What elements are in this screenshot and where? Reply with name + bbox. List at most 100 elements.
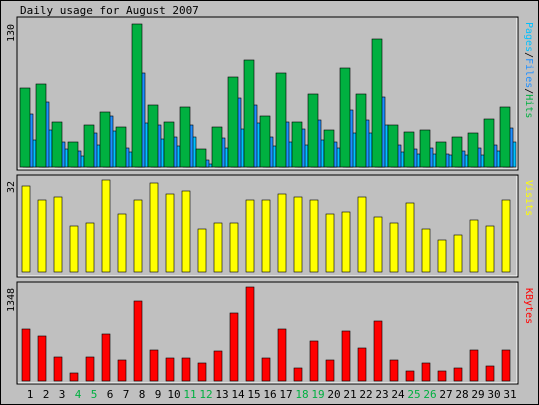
- bar-visits-visits-day-12: [197, 228, 207, 273]
- legend-sep-2: /: [523, 88, 534, 94]
- bar-hits-hits-day-5: [83, 124, 95, 168]
- hits-ymax-label: 130: [6, 24, 17, 42]
- kbytes-legend: KBytes: [523, 288, 534, 324]
- bar-kbytes-kbytes-day-21: [341, 330, 351, 382]
- bar-hits-hits-day-1: [19, 87, 31, 168]
- legend-hits: Hits: [523, 94, 534, 118]
- bar-visits-visits-day-23: [373, 216, 383, 273]
- bar-visits-visits-day-15: [245, 199, 255, 273]
- bar-hits-hits-day-7: [115, 126, 127, 168]
- bar-hits-hits-day-26: [419, 129, 431, 168]
- x-tick-label-day-12: 12: [199, 388, 212, 401]
- x-tick-label-day-13: 13: [215, 388, 228, 401]
- panel-hits: 130 Pages/Files/Hits: [6, 16, 534, 171]
- bar-kbytes-kbytes-day-15: [245, 286, 255, 382]
- bar-kbytes-kbytes-day-30: [485, 365, 495, 382]
- x-tick-label-day-25: 25: [407, 388, 420, 401]
- x-tick-label-day-15: 15: [247, 388, 260, 401]
- bar-kbytes-kbytes-day-20: [325, 359, 335, 382]
- bar-kbytes-kbytes-day-29: [469, 349, 479, 382]
- hits-legend: Pages/Files/Hits: [523, 22, 534, 118]
- bar-visits-visits-day-11: [181, 190, 191, 273]
- x-tick-label-day-19: 19: [311, 388, 324, 401]
- x-tick-label-day-9: 9: [155, 388, 162, 401]
- bar-visits-visits-day-29: [469, 219, 479, 273]
- bar-kbytes-kbytes-day-24: [389, 359, 399, 382]
- kbytes-bars: [21, 286, 511, 382]
- bar-kbytes-kbytes-day-1: [21, 328, 31, 382]
- bar-visits-visits-day-6: [101, 179, 111, 273]
- bar-visits-visits-day-16: [261, 199, 271, 273]
- bar-visits-visits-day-27: [437, 239, 447, 273]
- x-tick-label-day-7: 7: [123, 388, 130, 401]
- bar-kbytes-kbytes-day-4: [69, 372, 79, 382]
- bar-visits-visits-day-4: [69, 225, 79, 273]
- bar-kbytes-kbytes-day-27: [437, 370, 447, 382]
- bar-hits-hits-day-9: [147, 104, 159, 168]
- bar-visits-visits-day-1: [21, 185, 31, 273]
- bar-hits-hits-day-13: [211, 126, 223, 168]
- bar-kbytes-kbytes-day-6: [101, 333, 111, 382]
- bar-visits-visits-day-25: [405, 202, 415, 273]
- bar-visits-visits-day-5: [85, 222, 95, 273]
- x-tick-label-day-29: 29: [471, 388, 484, 401]
- x-tick-label-day-1: 1: [27, 388, 34, 401]
- x-tick-label-day-24: 24: [391, 388, 405, 401]
- bar-hits-hits-day-25: [403, 131, 415, 168]
- bar-visits-visits-day-8: [133, 199, 143, 273]
- panel-kbytes: 1348 KBytes: [6, 281, 534, 385]
- bar-hits-hits-day-28: [451, 136, 463, 168]
- bar-visits-visits-day-14: [229, 222, 239, 273]
- bar-kbytes-kbytes-day-7: [117, 359, 127, 382]
- bar-visits-visits-day-17: [277, 193, 287, 273]
- bar-kbytes-kbytes-day-13: [213, 350, 223, 382]
- bar-hits-hits-day-27: [435, 141, 447, 168]
- bar-visits-visits-day-2: [37, 199, 47, 273]
- bar-hits-hits-day-17: [275, 72, 287, 168]
- bar-visits-visits-day-20: [325, 213, 335, 273]
- bar-hits-hits-day-31: [499, 106, 511, 168]
- x-tick-label-day-2: 2: [43, 388, 50, 401]
- x-tick-label-day-22: 22: [359, 388, 372, 401]
- bar-kbytes-kbytes-day-3: [53, 356, 63, 382]
- bar-hits-hits-day-15: [243, 59, 255, 168]
- bar-hits-hits-day-8: [131, 23, 143, 168]
- chart-title: Daily usage for August 2007: [20, 4, 199, 17]
- bar-kbytes-kbytes-day-12: [197, 362, 207, 382]
- x-tick-label-day-28: 28: [455, 388, 468, 401]
- visits-ymax-label: 32: [6, 181, 17, 193]
- bar-visits-visits-day-30: [485, 225, 495, 273]
- bar-kbytes-kbytes-day-5: [85, 356, 95, 382]
- bar-hits-hits-day-3: [51, 121, 63, 168]
- bar-hits-hits-day-12: [195, 148, 207, 168]
- x-tick-label-day-17: 17: [279, 388, 292, 401]
- bar-visits-visits-day-9: [149, 182, 159, 273]
- x-tick-label-day-14: 14: [231, 388, 245, 401]
- bar-visits-visits-day-31: [501, 199, 511, 273]
- bar-hits-hits-day-24: [387, 124, 399, 168]
- kbytes-ymax-label: 1348: [6, 288, 17, 312]
- bar-kbytes-kbytes-day-8: [133, 300, 143, 382]
- panel-visits: 32 Visits: [6, 174, 534, 278]
- bar-visits-visits-day-26: [421, 228, 431, 273]
- visits-legend: Visits: [523, 180, 534, 216]
- bar-hits-hits-day-4: [67, 141, 79, 168]
- bar-kbytes-kbytes-day-25: [405, 370, 415, 382]
- hits-bars: [19, 23, 517, 168]
- x-tick-label-day-4: 4: [75, 388, 82, 401]
- bar-visits-visits-day-7: [117, 213, 127, 273]
- x-tick-label-day-18: 18: [295, 388, 308, 401]
- x-tick-label-day-20: 20: [327, 388, 340, 401]
- x-tick-label-day-10: 10: [167, 388, 180, 401]
- bar-hits-hits-day-21: [339, 67, 351, 168]
- x-tick-label-day-30: 30: [487, 388, 500, 401]
- bar-kbytes-kbytes-day-18: [293, 367, 303, 382]
- bar-kbytes-kbytes-day-2: [37, 335, 47, 382]
- bar-hits-hits-day-22: [355, 93, 367, 168]
- bar-kbytes-kbytes-day-17: [277, 328, 287, 382]
- bar-kbytes-kbytes-day-19: [309, 340, 319, 382]
- x-tick-label-day-27: 27: [439, 388, 452, 401]
- x-tick-label-day-26: 26: [423, 388, 436, 401]
- bar-kbytes-kbytes-day-9: [149, 349, 159, 382]
